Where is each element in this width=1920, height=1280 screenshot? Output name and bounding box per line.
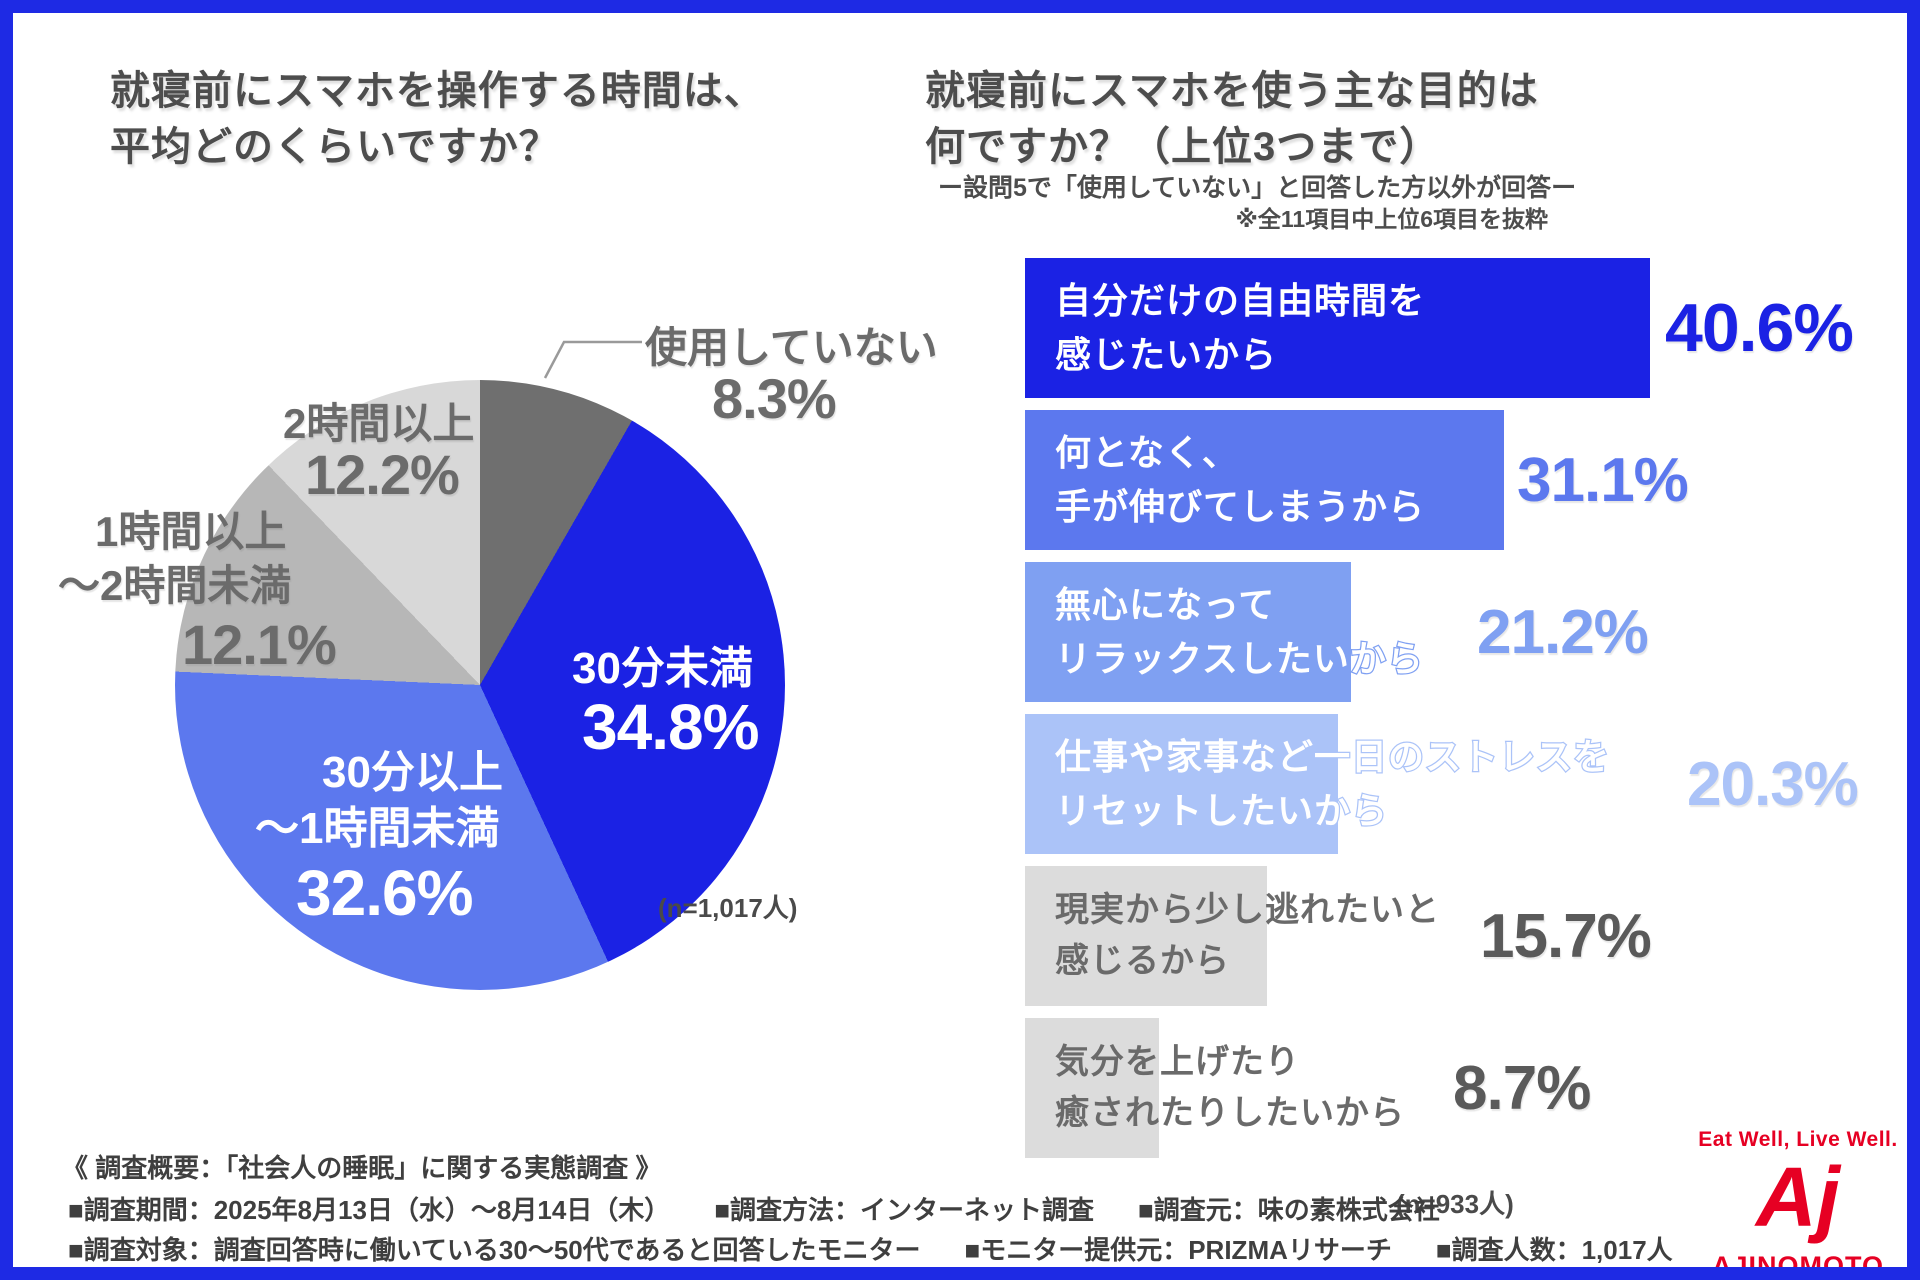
bar-label: 何となく、 手が伸びてしまうから <box>1055 410 1425 550</box>
bar-label: 現実から少し逃れたいと 感じるから <box>1055 866 1440 1006</box>
pie-label-under30: 30分未満 <box>572 644 753 693</box>
callout-line <box>543 340 642 379</box>
bar-row: 現実から少し逃れたいと 感じるから 15.7% <box>1025 866 1920 1006</box>
bar-row: 無心になって リラックスしたいから 21.2% <box>1025 562 1920 702</box>
bar-fill <box>1025 1018 1159 1158</box>
survey-overview-line2: ■調査期間：2025年8月13日（水）～8月14日（木） ■調査方法：インターネ… <box>68 1190 1440 1227</box>
bar-fill <box>1025 258 1651 398</box>
bar-percent: 21.2% <box>1477 597 1649 667</box>
survey-count: ■調査人数：1,017人 <box>1435 1235 1673 1265</box>
bar-label-line2: リラックスしたいから <box>1054 637 1424 681</box>
pie-chart-title-line2: 平均どのくらいですか？ <box>110 125 560 169</box>
bar-label-line2: 感じるから <box>1055 942 1230 980</box>
pie-pct-1to2h: 12.1% <box>182 613 337 676</box>
pie-chart-title-line1: 就寝前にスマホを操作する時間は、 <box>110 69 765 113</box>
pie-sample-size: (n=1,017人) <box>658 893 798 923</box>
pie-pct-over2h: 12.2% <box>305 443 460 506</box>
pie-label-1to2h-line2: ～2時間未満 <box>58 562 292 609</box>
bar-row: 仕事や家事など一日のストレスを リセットしたいから 20.3% <box>1025 714 1920 854</box>
pie-label-over2h: 2時間以上 <box>283 400 475 447</box>
bar-chart-title-line2: 何ですか？（上位3つまで） <box>925 125 1441 169</box>
pie-label-1to2h-line1: 1時間以上 <box>95 508 287 555</box>
bar-label: 無心になって リラックスしたいから <box>1054 562 1424 702</box>
survey-monitor-provider: ■モニター提供元：PRIZMAリサーチ <box>964 1235 1392 1265</box>
bar-chart-note: ※全11項目中上位6項目を抜粋 <box>1235 206 1548 232</box>
svg-text:Aj: Aj <box>1754 1152 1842 1244</box>
pie-pct-30to1h: 32.6% <box>296 857 473 929</box>
bar-label-line1: 仕事や家事など一日のストレスを <box>1054 735 1611 779</box>
bar-percent: 31.1% <box>1517 445 1689 515</box>
bar-sample-size: (n=933人) <box>1396 1189 1514 1219</box>
bar-fill <box>1025 866 1267 1006</box>
bar-percent: 8.7% <box>1453 1053 1591 1123</box>
pie-pct-no-use: 8.3% <box>712 367 837 430</box>
logo-tagline: Eat Well, Live Well. <box>1698 1128 1898 1151</box>
pie-label-30to1h-line2: ～1時間未満 <box>255 804 500 853</box>
bar-label: 自分だけの自由時間を 感じたいから <box>1055 258 1425 398</box>
bar-label: 仕事や家事など一日のストレスを リセットしたいから <box>1054 714 1611 854</box>
pie-pct-under30: 34.8% <box>582 691 759 763</box>
bar-chart-subtitle: ー設問5で「使用していない」と回答した方以外が回答ー <box>938 174 1577 202</box>
bar-label-line2: 手が伸びてしまうから <box>1055 486 1426 527</box>
bar-row: 自分だけの自由時間を 感じたいから 40.6% <box>1025 258 1920 398</box>
bar-row: 気分を上げたり 癒されたりしたいから 8.7% <box>1025 1018 1920 1158</box>
survey-period: ■調査期間：2025年8月13日（水）～8月14日（木） <box>68 1195 671 1225</box>
ajinomoto-monogram-icon: Aj <box>1754 1150 1842 1244</box>
bar-label-line1: 何となく、 <box>1055 432 1239 473</box>
bar-label-line1: 気分を上げたり <box>1055 1043 1300 1081</box>
bar-fill <box>1025 562 1352 702</box>
pie-chart <box>175 380 785 990</box>
logo-wordmark: AJINOMOTO <box>1711 1251 1884 1280</box>
survey-overview-line3: ■調査対象：調査回答時に働いている30～50代であると回答したモニター ■モニタ… <box>68 1230 1673 1267</box>
bar-label-line2: リセットしたいから <box>1054 789 1389 833</box>
survey-source: ■調査元：味の素株式会社 <box>1138 1195 1440 1225</box>
bar-label-line1: 現実から少し逃れたいと <box>1055 891 1440 929</box>
bar-fill <box>1025 714 1338 854</box>
bar-percent: 15.7% <box>1480 901 1652 971</box>
pie-label-no-use: 使用していない <box>645 324 938 371</box>
bar-label-line1: 無心になって <box>1054 583 1276 627</box>
survey-overview-heading: 《 調査概要：「社会人の睡眠」に関する実態調査 》 <box>62 1153 662 1183</box>
bar-label-line2: 感じたいから <box>1055 334 1278 375</box>
bar-percent: 20.3% <box>1687 749 1859 819</box>
pie-label-30to1h-line1: 30分以上 <box>322 748 503 797</box>
survey-target: ■調査対象：調査回答時に働いている30～50代であると回答したモニター <box>68 1235 921 1265</box>
bar-label: 気分を上げたり 癒されたりしたいから <box>1055 1018 1405 1158</box>
survey-method: ■調査方法：インターネット調査 <box>714 1195 1095 1225</box>
bar-label-line1: 自分だけの自由時間を <box>1055 280 1426 321</box>
bar-chart-title-line1: 就寝前にスマホを使う主な目的は <box>925 69 1539 113</box>
bar-percent: 40.6% <box>1665 290 1854 366</box>
bar-fill <box>1025 410 1504 550</box>
bar-row: 何となく、 手が伸びてしまうから 31.1% <box>1025 410 1920 550</box>
bar-label-line2: 癒されたりしたいから <box>1055 1094 1405 1132</box>
ajinomoto-logo: Eat Well, Live Well. Aj AJINOMOTO <box>1698 1128 1898 1280</box>
